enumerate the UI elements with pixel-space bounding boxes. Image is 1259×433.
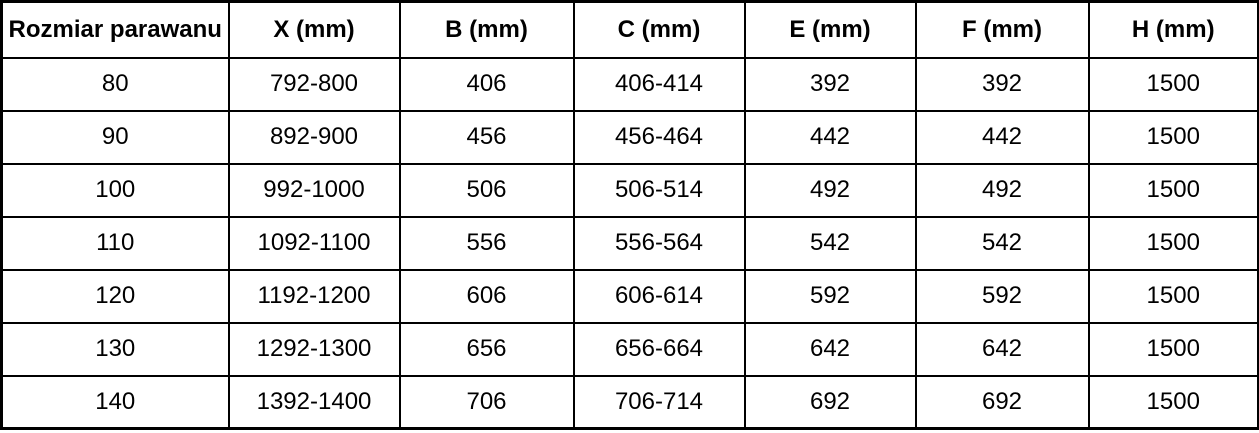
dimension-cell: 792-800 — [227, 56, 401, 112]
dimension-cell: 1192-1200 — [227, 268, 401, 324]
dimension-cell: 656-664 — [572, 321, 746, 377]
dimension-cell: 1500 — [1087, 215, 1259, 271]
dimension-cell: 406-414 — [572, 56, 746, 112]
column-header: E (mm) — [743, 0, 917, 59]
dimension-cell: 692 — [914, 374, 1090, 430]
size-cell: 140 — [0, 374, 230, 430]
dimension-cell: 506-514 — [572, 162, 746, 218]
table-row: 120 1192-1200 606 606-614 592 592 1500 — [0, 268, 1259, 324]
dimension-cell: 1392-1400 — [227, 374, 401, 430]
table-row: 80 792-800 406 406-414 392 392 1500 — [0, 56, 1259, 112]
dimension-cell: 606 — [398, 268, 575, 324]
dimension-cell: 492 — [743, 162, 917, 218]
dimension-cell: 642 — [743, 321, 917, 377]
dimension-cell: 1500 — [1087, 109, 1259, 165]
dimension-cell: 656 — [398, 321, 575, 377]
dimension-cell: 442 — [914, 109, 1090, 165]
dimension-cell: 442 — [743, 109, 917, 165]
dimension-cell: 492 — [914, 162, 1090, 218]
dimension-cell: 456-464 — [572, 109, 746, 165]
table-header: Rozmiar parawanu X (mm) B (mm) C (mm) E (mm)… — [0, 0, 1259, 59]
column-header: H (mm) — [1087, 0, 1259, 59]
dimension-cell: 592 — [743, 268, 917, 324]
table-row: 140 1392-1400 706 706-714 692 692 1500 — [0, 374, 1259, 430]
table-body: 80 792-800 406 406-414 392 392 1500 90 892-900 45… — [0, 56, 1259, 430]
dimension-cell: 706-714 — [572, 374, 746, 430]
size-cell: 100 — [0, 162, 230, 218]
dimension-cell: 392 — [743, 56, 917, 112]
dimension-cell: 1500 — [1087, 268, 1259, 324]
size-cell: 80 — [0, 56, 230, 112]
dimension-cell: 1500 — [1087, 162, 1259, 218]
dimension-cell: 542 — [743, 215, 917, 271]
column-header: Rozmiar parawanu — [0, 0, 230, 59]
dimension-cell: 606-614 — [572, 268, 746, 324]
dimension-cell: 1500 — [1087, 321, 1259, 377]
dimension-cell: 706 — [398, 374, 575, 430]
header-row: Rozmiar parawanu X (mm) B (mm) C (mm) E (mm)… — [0, 0, 1259, 59]
column-header: X (mm) — [227, 0, 401, 59]
dimension-cell: 406 — [398, 56, 575, 112]
column-header: C (mm) — [572, 0, 746, 59]
table-row: 110 1092-1100 556 556-564 542 542 1500 — [0, 215, 1259, 271]
dimension-cell: 642 — [914, 321, 1090, 377]
dimension-cell: 556-564 — [572, 215, 746, 271]
size-cell: 130 — [0, 321, 230, 377]
size-cell: 120 — [0, 268, 230, 324]
table-row: 130 1292-1300 656 656-664 642 642 1500 — [0, 321, 1259, 377]
dimension-cell: 392 — [914, 56, 1090, 112]
dimension-cell: 592 — [914, 268, 1090, 324]
dimension-cell: 542 — [914, 215, 1090, 271]
dimension-cell: 506 — [398, 162, 575, 218]
table-row: 90 892-900 456 456-464 442 442 1500 — [0, 109, 1259, 165]
dimension-cell: 692 — [743, 374, 917, 430]
dimension-cell: 992-1000 — [227, 162, 401, 218]
dimension-cell: 1500 — [1087, 374, 1259, 430]
column-header: B (mm) — [398, 0, 575, 59]
dimension-cell: 556 — [398, 215, 575, 271]
dimension-cell: 1292-1300 — [227, 321, 401, 377]
size-cell: 90 — [0, 109, 230, 165]
table-row: 100 992-1000 506 506-514 492 492 1500 — [0, 162, 1259, 218]
dimension-cell: 892-900 — [227, 109, 401, 165]
dimension-cell: 1092-1100 — [227, 215, 401, 271]
size-cell: 110 — [0, 215, 230, 271]
dimension-cell: 456 — [398, 109, 575, 165]
column-header: F (mm) — [914, 0, 1090, 59]
dimension-cell: 1500 — [1087, 56, 1259, 112]
